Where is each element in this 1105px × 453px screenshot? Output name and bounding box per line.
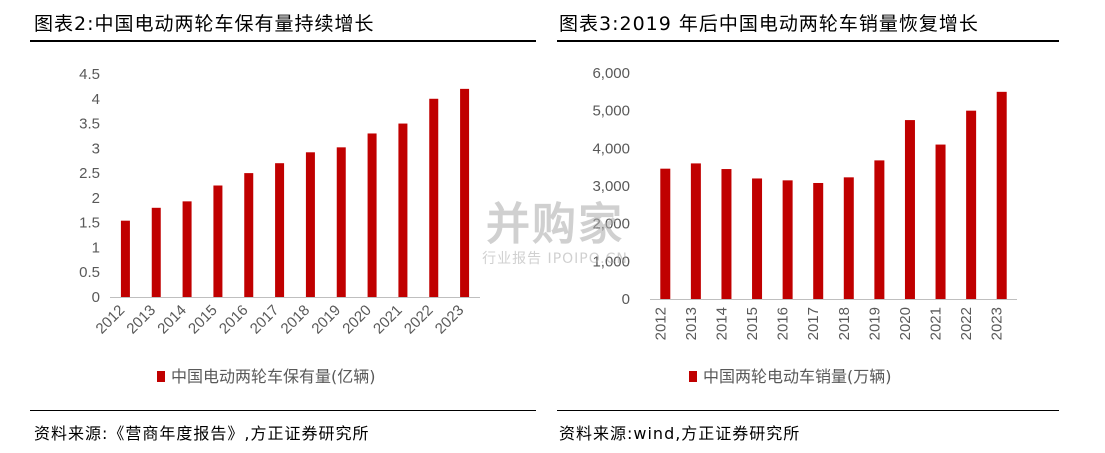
bar	[398, 123, 408, 297]
right-title-rule	[557, 40, 1059, 42]
bar	[120, 220, 130, 297]
bar	[429, 98, 439, 298]
x-tick-label: 2016	[216, 302, 252, 338]
x-tick-label: 2019	[866, 307, 883, 340]
y-tick-label: 1,000	[592, 253, 630, 270]
bar	[275, 163, 285, 297]
bar	[182, 201, 192, 297]
y-tick-label: 4.5	[79, 66, 100, 83]
y-tick-label: 0	[92, 289, 100, 306]
left-bar-chart: 0 0.5 1 1.5 2 2.5 3 3.5 4 4.5 20122013201420152016…	[79, 66, 480, 386]
bar	[966, 110, 977, 300]
y-tick-label: 0	[622, 291, 630, 308]
y-tick-label: 5,000	[592, 103, 630, 120]
x-tick-label: 2017	[805, 307, 822, 340]
bar	[336, 147, 346, 297]
left-source-rule	[30, 410, 536, 411]
x-tick-label: 2021	[370, 302, 406, 338]
legend-label: 中国两轮电动车销量(万辆)	[703, 367, 892, 386]
legend-label: 中国电动两轮车保有量(亿辆)	[171, 367, 376, 386]
x-tick-label: 2023	[432, 302, 468, 338]
x-tick-label: 2019	[308, 302, 344, 338]
bar	[367, 133, 377, 297]
x-tick-label: 2018	[278, 302, 314, 338]
legend-swatch	[157, 371, 165, 382]
x-tick-label: 2012	[93, 302, 129, 338]
y-tick-label: 3.5	[79, 116, 100, 133]
y-tick-label: 3	[92, 140, 100, 157]
x-tick-label: 2015	[185, 302, 221, 338]
x-tick-label: 2014	[154, 302, 190, 338]
x-tick-label: 2013	[123, 302, 159, 338]
right-chart-panel: 图表3:2019 年后中国电动两轮车销量恢复增长 0 1,000 2,000 3,00…	[553, 0, 1105, 453]
bar	[813, 182, 824, 299]
x-tick-label: 2015	[744, 307, 761, 340]
x-tick-label: 2023	[989, 307, 1006, 340]
bar	[996, 91, 1007, 299]
y-tick-label: 2,000	[592, 216, 630, 233]
left-title-rule	[30, 40, 536, 42]
left-chart-title: 图表2:中国电动两轮车保有量持续增长	[34, 13, 375, 35]
bar	[904, 120, 915, 299]
bar	[874, 160, 885, 299]
right-source-note: 资料来源:wind,方正证券研究所	[559, 424, 801, 443]
x-tick-label: 2013	[683, 307, 700, 340]
left-source-note: 资料来源:《营商年度报告》,方正证券研究所	[34, 424, 370, 443]
bar	[782, 180, 793, 299]
bar	[843, 177, 854, 299]
bar	[213, 185, 223, 297]
y-tick-label: 2.5	[79, 165, 100, 182]
bar	[244, 173, 254, 297]
bar	[935, 144, 946, 299]
right-bar-chart: 0 1,000 2,000 3,000 4,000 5,000 6,000 2012 2013 2…	[592, 65, 1017, 386]
x-tick-label: 2020	[897, 307, 914, 340]
x-tick-label: 2017	[247, 302, 283, 338]
bar	[460, 88, 470, 297]
bar	[660, 168, 671, 299]
y-tick-label: 3,000	[592, 178, 630, 195]
y-tick-label: 0.5	[79, 264, 100, 281]
legend-swatch	[689, 371, 697, 382]
y-tick-label: 4	[92, 91, 100, 108]
x-tick-label: 2021	[928, 307, 945, 340]
bar	[721, 169, 732, 299]
y-tick-label: 1.5	[79, 215, 100, 232]
y-tick-label: 1	[92, 239, 100, 256]
left-chart-panel: 图表2:中国电动两轮车保有量持续增长 0 0.5 1 1.5 2 2.5 3 3.5 4 4.5 2…	[0, 0, 536, 453]
x-tick-label: 2018	[836, 307, 853, 340]
right-source-rule	[557, 410, 1059, 411]
right-chart-title: 图表3:2019 年后中国电动两轮车销量恢复增长	[559, 13, 979, 35]
x-tick-label: 2022	[958, 307, 975, 340]
bar	[151, 207, 161, 297]
y-tick-label: 4,000	[592, 140, 630, 157]
x-tick-label: 2020	[339, 302, 375, 338]
x-tick-label: 2022	[401, 302, 437, 338]
bar	[305, 152, 315, 297]
x-tick-label: 2012	[652, 307, 669, 340]
y-tick-label: 2	[92, 190, 100, 207]
x-tick-label: 2014	[713, 307, 730, 340]
bar	[752, 178, 763, 299]
y-tick-label: 6,000	[592, 65, 630, 82]
bar	[690, 163, 701, 299]
x-tick-label: 2016	[775, 307, 792, 340]
